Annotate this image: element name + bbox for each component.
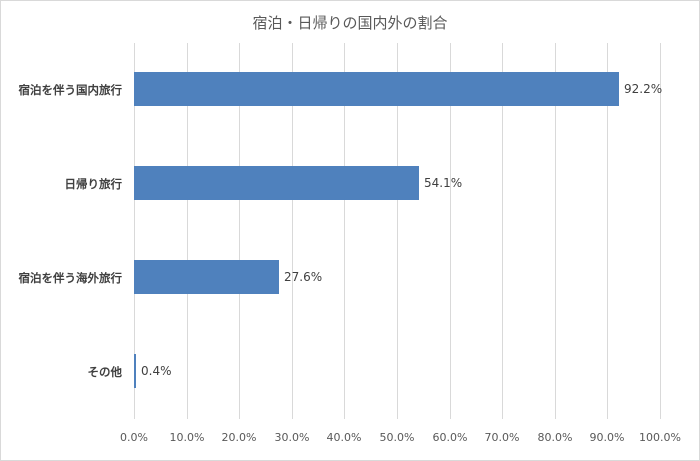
category-label: 宿泊を伴う海外旅行	[18, 271, 123, 285]
x-tick-label: 50.0%	[379, 431, 415, 444]
chart-title: 宿泊・日帰りの国内外の割合	[252, 14, 448, 32]
x-tick-label: 10.0%	[169, 431, 205, 444]
bar	[134, 72, 619, 106]
x-tick-label: 70.0%	[484, 431, 520, 444]
gridline	[607, 43, 608, 419]
gridline	[187, 43, 188, 419]
x-tick-label: 80.0%	[537, 431, 573, 444]
x-tick-label: 60.0%	[432, 431, 468, 444]
category-label: その他	[87, 365, 123, 379]
value-label: 27.6%	[284, 270, 323, 284]
gridline	[397, 43, 398, 419]
category-label: 宿泊を伴う国内旅行	[18, 83, 123, 97]
value-label: 92.2%	[624, 82, 663, 96]
bar	[134, 166, 419, 200]
value-label: 0.4%	[141, 364, 172, 378]
y-axis-line	[134, 43, 135, 419]
gridline	[660, 43, 661, 419]
x-tick-label: 90.0%	[589, 431, 625, 444]
gridline	[502, 43, 503, 419]
value-label: 54.1%	[424, 176, 463, 190]
x-tick-label: 40.0%	[326, 431, 362, 444]
category-label: 日帰り旅行	[64, 177, 123, 191]
gridline	[292, 43, 293, 419]
plot-area: 92.2% 54.1% 27.6% 0.4%	[134, 43, 663, 419]
gridline	[344, 43, 345, 419]
bar	[134, 260, 279, 294]
x-tick-label: 30.0%	[274, 431, 310, 444]
x-tick-label: 100.0%	[639, 431, 681, 444]
x-tick-label: 0.0%	[120, 431, 148, 444]
gridline	[555, 43, 556, 419]
bar	[134, 354, 136, 388]
gridline	[239, 43, 240, 419]
x-tick-label: 20.0%	[221, 431, 257, 444]
gridline	[450, 43, 451, 419]
